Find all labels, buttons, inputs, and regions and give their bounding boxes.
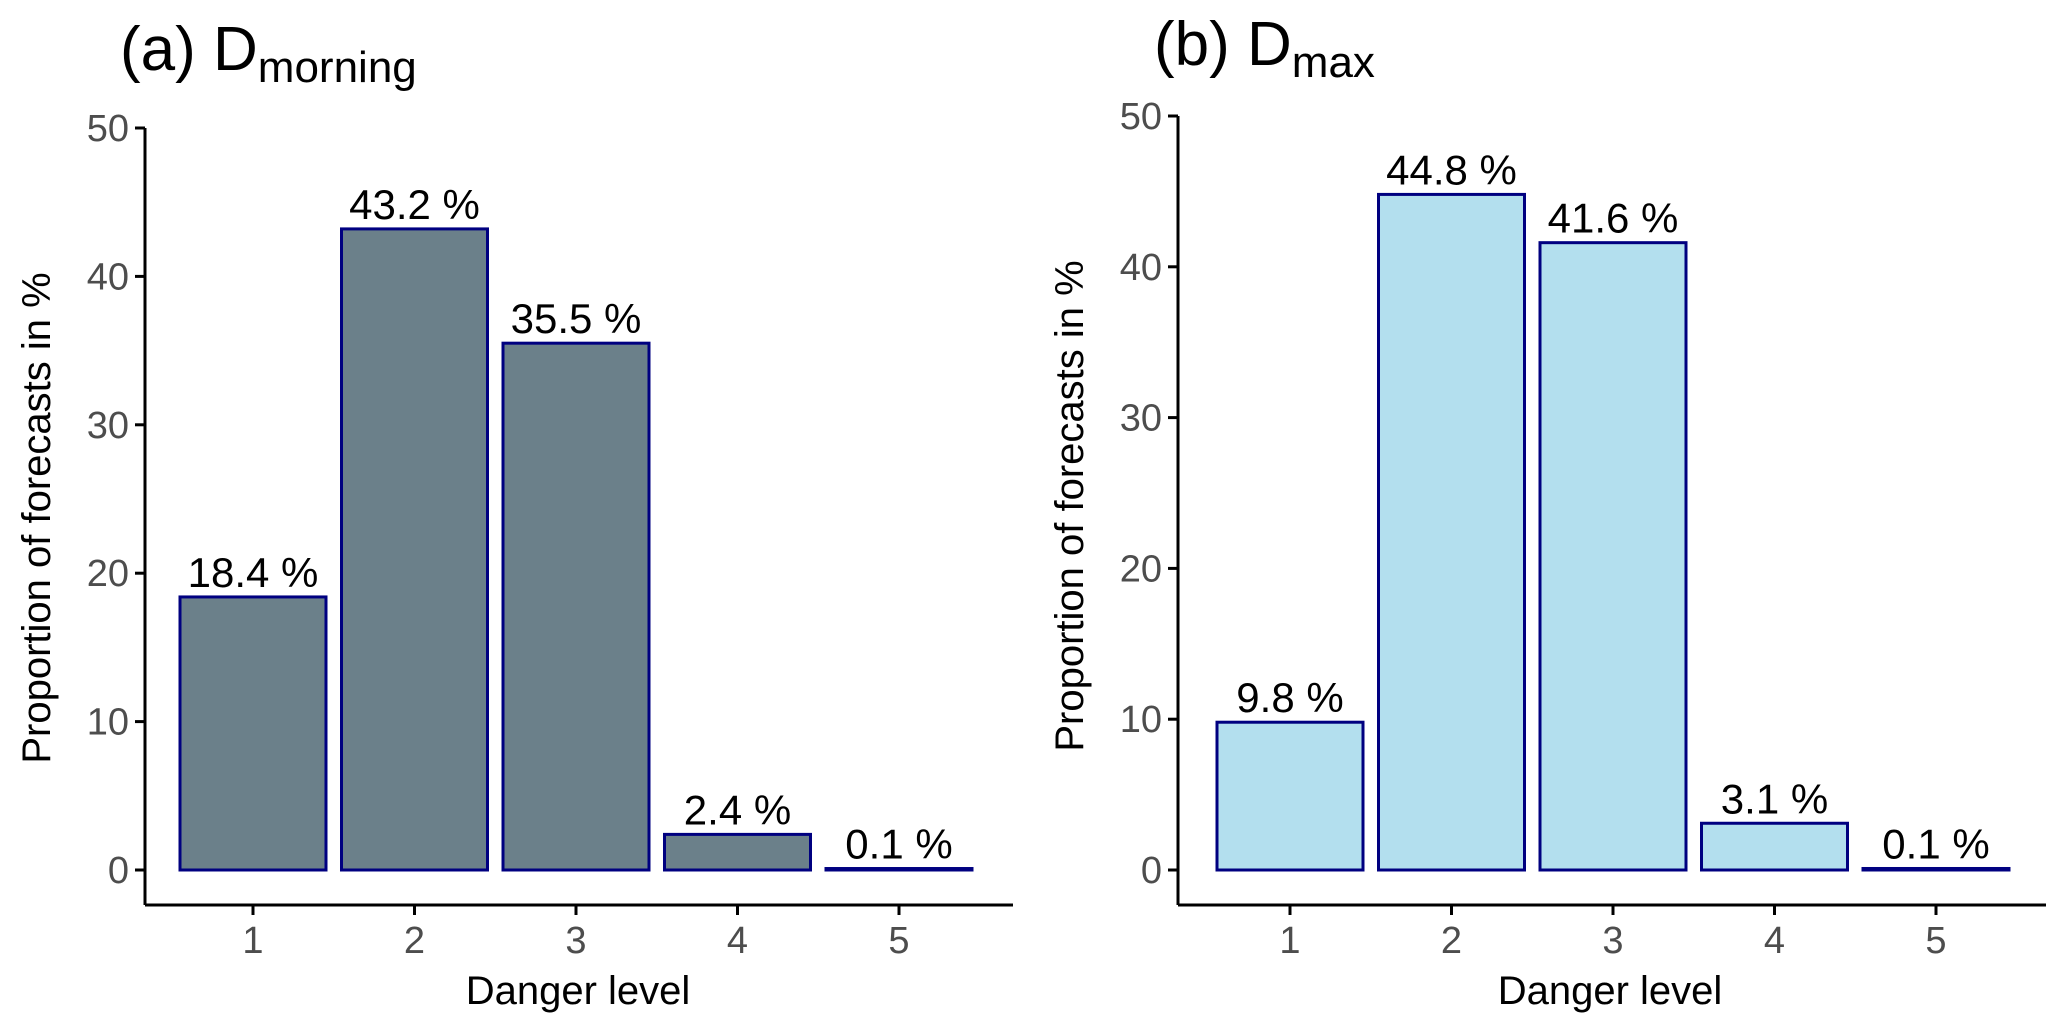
panel-b-bar-value-label: 44.8 % <box>1386 146 1517 193</box>
panel-b-bar-value-label: 3.1 % <box>1721 775 1828 822</box>
panel-a-bar <box>663 832 812 872</box>
panel-a-bar <box>340 227 489 872</box>
panel-b-title-main: D <box>1247 10 1292 79</box>
panel-a-y-tick-label: 20 <box>87 553 129 595</box>
panel-b-marks: 0 10 20 30 40 50 9.8 % 1 44.8 % 2 41.6 % 3 3.1 % 4 0.1… <box>1120 96 2046 962</box>
panel-a-bar <box>178 595 328 872</box>
panel-b-bar-value-label: 41.6 % <box>1548 195 1679 242</box>
panel-b-y-tick-label: 10 <box>1120 699 1162 741</box>
panel-a-y-tick-label: 0 <box>108 850 129 892</box>
panel-a-title: (a) Dmorning <box>120 15 417 92</box>
panel-a-x-tick-label: 1 <box>242 920 263 962</box>
panel-a-x-tick-label: 5 <box>888 920 909 962</box>
panel-a-y-tick-label: 50 <box>87 108 129 150</box>
panel-b-y-tick-label: 30 <box>1120 398 1162 440</box>
panel-a-bar-value-label: 43.2 % <box>349 181 480 228</box>
panel-a-bar <box>824 867 974 872</box>
panel-b-x-axis-title: Danger level <box>1498 969 1723 1013</box>
panel-a-title-main: D <box>213 15 258 84</box>
panel-b-bar <box>1538 241 1688 872</box>
panel-b-x-tick-label: 2 <box>1441 920 1462 962</box>
panel-b-y-axis-title: Proportion of forecasts in % <box>1048 260 1092 751</box>
panel-b-x-tick-label: 1 <box>1279 920 1300 962</box>
panel-a-bar <box>501 341 651 872</box>
panel-b-bar <box>1700 821 1849 872</box>
panel-b-y-tick-label: 20 <box>1120 548 1162 590</box>
panel-a-x-axis-title: Danger level <box>466 969 691 1013</box>
panel-b-x-tick-label: 4 <box>1764 920 1785 962</box>
panel-b-y-tick-label: 0 <box>1141 850 1162 892</box>
panel-b-bar-value-label: 9.8 % <box>1236 674 1343 721</box>
panel-b-x-tick-label: 5 <box>1925 920 1946 962</box>
panel-b-bar <box>1377 192 1526 872</box>
panel-a-title-sub: morning <box>258 43 417 92</box>
panel-b-y-tick-label: 50 <box>1120 96 1162 138</box>
panel-a-y-tick-label: 40 <box>87 256 129 298</box>
panel-a-x-tick-label: 4 <box>727 920 748 962</box>
panel-a-bar-value-label: 0.1 % <box>845 821 952 868</box>
panel-b-x-tick-label: 3 <box>1602 920 1623 962</box>
panel-b-bar-value-label: 0.1 % <box>1882 820 1989 867</box>
panel-a-x-tick-label: 2 <box>404 920 425 962</box>
panel-b-title: (b) Dmax <box>1154 10 1375 87</box>
panel-b-y-tick-label: 40 <box>1120 247 1162 289</box>
panel-a-bar-value-label: 35.5 % <box>511 295 642 342</box>
panel-a-label: (a) <box>120 15 196 84</box>
panel-a-marks: 0 10 20 30 40 50 18.4 % 1 43.2 % 2 35.5 % 3 2.4 % 4 0.… <box>87 108 1013 962</box>
panel-b-bar <box>1215 720 1365 872</box>
panel-a-y-axis-title: Proportion of forecasts in % <box>15 272 59 763</box>
panel-a-x-tick-label: 3 <box>565 920 586 962</box>
panel-a-bar-value-label: 2.4 % <box>684 786 791 833</box>
panel-a-y-tick-label: 10 <box>87 702 129 744</box>
panel-b-label: (b) <box>1154 10 1230 79</box>
panel-a: (a) Dmorning Proportion of forecasts in … <box>15 15 1013 1013</box>
panel-b: (b) Dmax Proportion of forecasts in % Da… <box>1048 10 2046 1013</box>
panel-a-bar-value-label: 18.4 % <box>188 549 319 596</box>
panel-b-title-sub: max <box>1292 38 1375 87</box>
panel-a-y-tick-label: 30 <box>87 405 129 447</box>
panel-b-bar <box>1861 866 2011 872</box>
